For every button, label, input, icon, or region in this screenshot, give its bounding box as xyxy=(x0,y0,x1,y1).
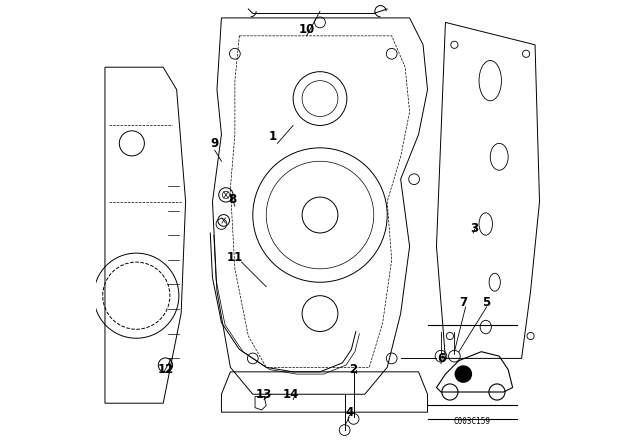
Circle shape xyxy=(455,366,472,382)
Text: 1: 1 xyxy=(269,130,277,143)
Text: 3: 3 xyxy=(470,222,479,235)
Text: 5: 5 xyxy=(482,296,490,309)
Text: 9: 9 xyxy=(211,137,219,150)
Text: 2: 2 xyxy=(349,363,358,376)
Text: 4: 4 xyxy=(345,405,353,419)
Text: 13: 13 xyxy=(256,388,272,401)
Text: 11: 11 xyxy=(227,251,243,264)
Text: 12: 12 xyxy=(157,363,173,376)
Text: 8: 8 xyxy=(228,193,237,206)
Text: C003C159: C003C159 xyxy=(454,417,491,426)
Text: 6: 6 xyxy=(437,352,445,365)
Text: 7: 7 xyxy=(460,296,467,309)
Text: 10: 10 xyxy=(298,22,315,36)
Text: 14: 14 xyxy=(283,388,299,401)
